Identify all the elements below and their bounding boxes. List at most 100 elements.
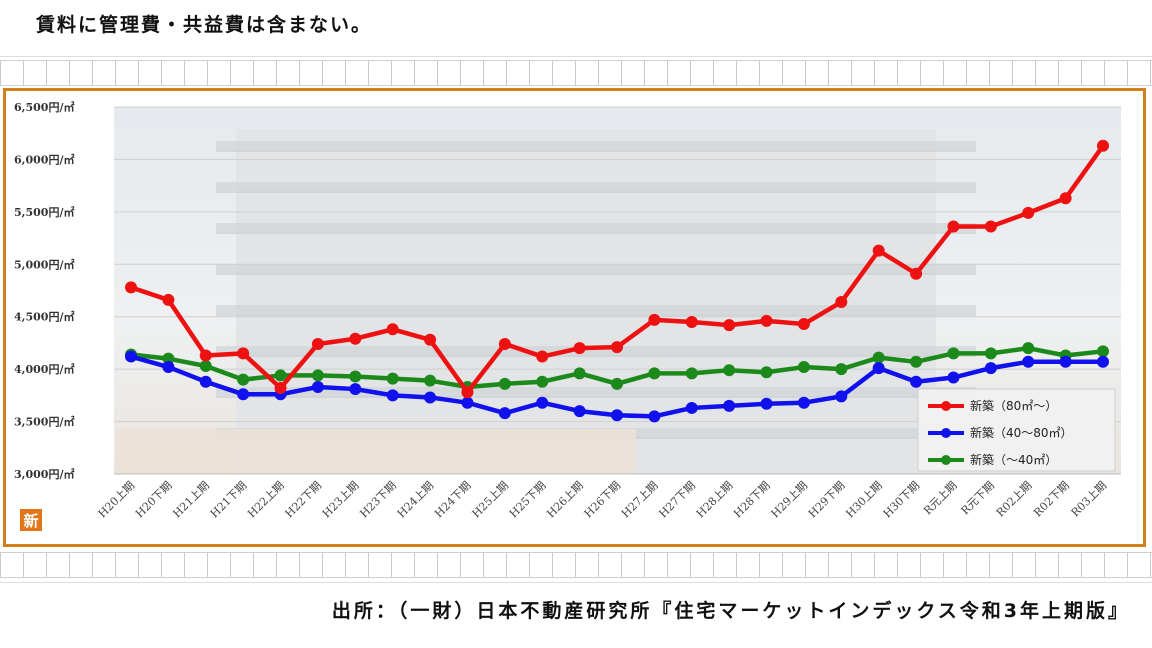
x-tick-label: H27下期 [656,479,697,520]
data-point [349,332,362,345]
data-point [311,337,324,350]
spreadsheet-band-bottom [0,552,1152,578]
y-tick-label: 3,500円/㎡ [14,415,74,429]
spreadsheet-band-top [0,60,1152,86]
data-point [685,401,698,414]
x-tick-label: H22上期 [245,479,286,520]
data-point [648,367,661,380]
data-point [424,391,437,404]
data-point [984,220,997,233]
data-point [237,373,250,386]
data-point [910,375,923,388]
data-point [386,323,399,336]
data-point [237,388,250,401]
y-tick-label: 4,000円/㎡ [14,362,74,376]
x-tick-label: H30上期 [843,479,884,520]
data-point [797,396,810,409]
data-point [498,377,511,390]
source-text: 出所：（一財）日本不動産研究所『住宅マーケットインデックス令和3年上期版』 [331,600,1130,622]
legend-label: 新築（～40㎡） [970,452,1057,467]
data-point [536,396,549,409]
x-tick-label: H24上期 [395,479,436,520]
data-point [1097,355,1109,368]
x-tick-label: R02上期 [994,479,1035,520]
data-point [835,363,848,376]
data-point [685,367,698,380]
legend-swatch-marker [941,401,951,411]
x-tick-label: H28下期 [731,479,772,520]
data-point [984,347,997,360]
data-point [797,318,810,331]
data-point [835,390,848,403]
x-tick-label: H27上期 [619,479,660,520]
data-point [162,352,175,365]
x-tick-label: H26上期 [544,479,585,520]
x-axis-ticks: H20上期H20下期H21上期H21下期H22上期H22下期H23上期H23下期… [96,479,1109,520]
data-point [461,386,474,399]
legend-swatch-marker [941,455,951,465]
data-point [498,337,511,350]
x-tick-label: R02下期 [1031,479,1072,520]
data-point [274,382,287,395]
note-text: 賃料に管理費・共益費は含まない。 [36,14,373,36]
data-point [1022,206,1035,219]
logo-badge: 新 [20,509,42,531]
y-tick-label: 5,500円/㎡ [14,205,74,219]
data-point [386,389,399,402]
x-tick-label: H20下期 [133,479,174,520]
x-tick-label: H22下期 [283,479,324,520]
data-point [199,375,212,388]
data-point [723,399,736,412]
data-point [760,397,773,410]
data-point [797,361,810,374]
data-point [1022,342,1035,355]
y-axis-ticks: 3,000円/㎡ 3,500円/㎡ 4,000円/㎡ 4,500円/㎡ 5,000円/㎡… [14,100,74,481]
x-tick-label: R元上期 [921,479,959,517]
data-point [199,359,212,372]
data-point [648,410,661,423]
logo-text: 新 [23,512,38,530]
x-tick-label: H21上期 [170,479,211,520]
data-point [872,362,885,375]
x-tick-label: H29上期 [769,479,810,520]
data-point [947,220,960,233]
data-point [648,313,661,326]
data-point [872,244,885,257]
y-tick-label: 4,500円/㎡ [14,310,74,324]
data-point [1097,345,1109,358]
data-point [536,350,549,363]
series-0 [125,139,1109,399]
x-tick-label: H25上期 [470,479,511,520]
data-point [573,405,586,418]
legend-label: 新築（80㎡～） [970,398,1057,413]
x-tick-label: H23下期 [357,479,398,520]
legend-label: 新築（40～80㎡） [970,425,1073,440]
rent-line-chart: 3,000円/㎡ 3,500円/㎡ 4,000円/㎡ 4,500円/㎡ 5,000円/㎡… [14,100,1121,531]
data-point [1022,355,1035,368]
data-point [349,370,362,383]
data-point [311,380,324,393]
data-point [424,333,437,346]
y-tick-label: 3,000円/㎡ [14,467,74,481]
data-point [947,371,960,384]
background-building-image [114,107,1121,474]
data-point [947,347,960,360]
x-tick-label: H29下期 [806,479,847,520]
data-point [125,350,137,363]
data-point [162,361,175,374]
data-point [1097,139,1109,152]
divider-top [0,56,1152,57]
data-point [237,347,250,360]
data-point [611,341,623,354]
x-tick-label: H28上期 [694,479,735,520]
y-tick-label: 6,000円/㎡ [14,152,74,166]
data-point [1059,355,1072,368]
x-tick-label: H20上期 [96,479,137,520]
y-tick-label: 6,500円/㎡ [14,100,74,114]
data-point [199,349,212,362]
data-point [573,367,586,380]
legend: 新築（80㎡～） 新築（40～80㎡） 新築（～40㎡） [917,388,1116,472]
legend-swatch-marker [941,428,951,438]
data-point [984,362,997,375]
data-point [1059,192,1072,205]
